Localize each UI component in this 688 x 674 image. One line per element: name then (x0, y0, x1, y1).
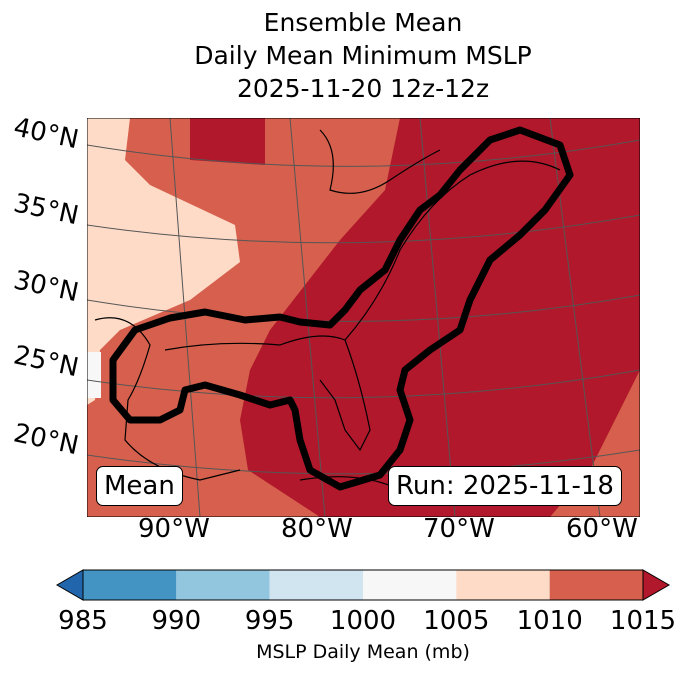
lon-label-90: 90°W (138, 514, 210, 544)
colorbar-tick-label: 1015 (609, 606, 677, 636)
colorbar-under (55, 569, 84, 601)
colorbar-tick-label: 990 (151, 606, 202, 636)
lat-label-25: 25°N (10, 340, 82, 384)
title-line-3: 2025-11-20 12z-12z (236, 74, 490, 103)
colorbar-segment (549, 570, 643, 600)
field-1005-1010 (87, 118, 240, 405)
lon-label-80: 80°W (281, 514, 353, 544)
colorbar-tick-label: 1005 (423, 606, 490, 636)
run-label: Run: 2025-11-18 (388, 466, 622, 506)
colorbar-segment (83, 570, 177, 600)
lon-label-70: 70°W (423, 514, 495, 544)
coastlines (94, 129, 561, 491)
colorbar-label: MSLP Daily Mean (mb) (256, 641, 470, 663)
colorbar-tick-label: 1000 (329, 606, 397, 636)
lat-label-35: 35°N (10, 188, 82, 232)
title-line-2: Daily Mean Minimum MSLP (194, 41, 532, 70)
mean-contour (109, 126, 574, 491)
colorbar-segment (176, 570, 270, 600)
lon-label-60: 60°W (566, 514, 638, 544)
title-line-1: Ensemble Mean (263, 8, 463, 37)
colorbar-segment (363, 570, 457, 600)
colorbar (55, 569, 671, 601)
colorbar-over (642, 569, 671, 601)
colorbar-segment (269, 570, 363, 600)
field-1000-1005 (87, 352, 101, 398)
colorbar-tick-label: 1010 (516, 606, 583, 636)
graticule (87, 118, 640, 517)
colorbar-segment (456, 570, 550, 600)
lat-label-40: 40°N (10, 112, 82, 156)
colorbar-tick-label: 995 (244, 606, 295, 636)
lat-label-30: 30°N (10, 265, 82, 309)
lat-label-20: 20°N (10, 418, 82, 462)
colorbar-tick-label: 985 (58, 606, 108, 636)
mean-label: Mean (96, 466, 183, 506)
map (87, 118, 640, 517)
